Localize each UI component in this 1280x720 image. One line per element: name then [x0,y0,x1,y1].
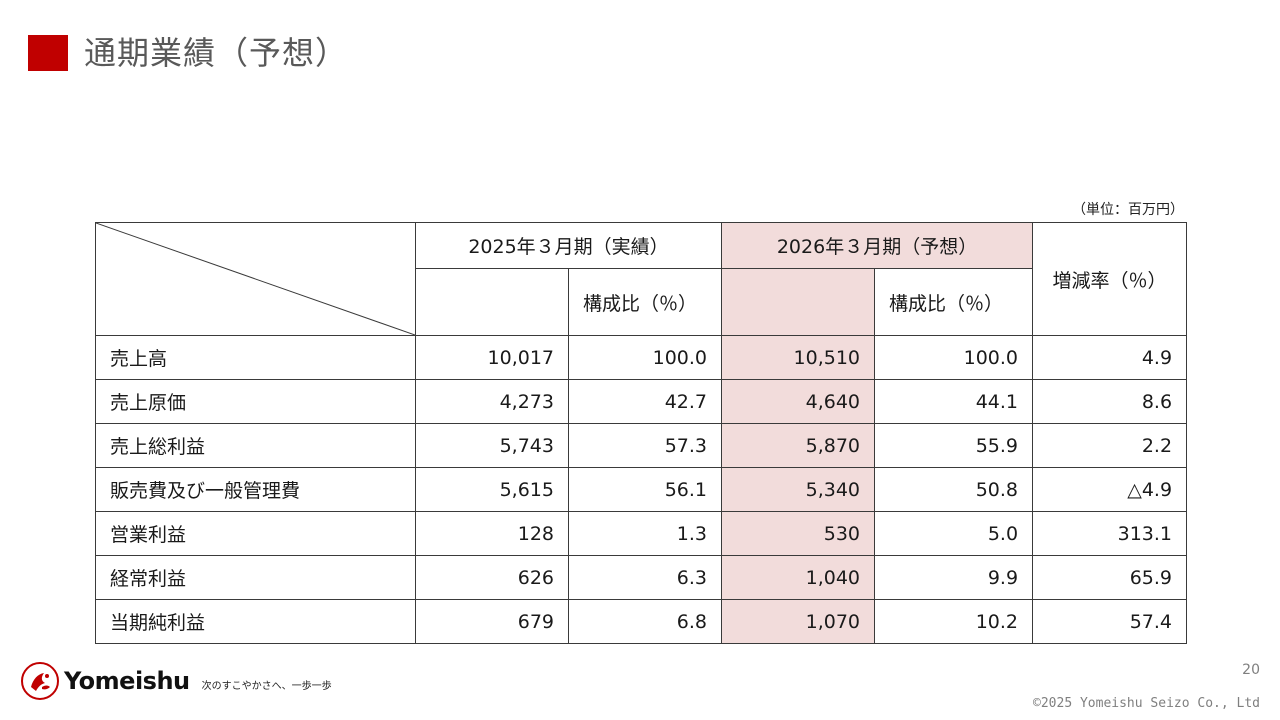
change-value: 8.6 [1032,379,1188,424]
table-row: 販売費及び一般管理費 5,615 56.1 5,340 50.8 △4.9 [95,467,1188,512]
header-change-rate: 増減率（％） [1032,222,1188,336]
ratio2026-value: 50.8 [874,467,1034,512]
change-value: 2.2 [1032,423,1188,468]
ratio2025-value: 56.1 [567,467,723,512]
ratio2025-value: 6.8 [567,599,723,644]
table-row: 売上総利益 5,743 57.3 5,870 55.9 2.2 [95,423,1188,468]
ratio2026-value: 9.9 [874,555,1034,600]
row-label: 営業利益 [95,511,416,556]
corner-cell [95,222,416,336]
financial-forecast-table: 2025年３月期（実績） 2026年３月期（予想） 増減率（％） 構成比（％） … [95,222,1188,644]
page-title: 通期業績（予想） [84,34,349,72]
table-row: 売上高 10,017 100.0 10,510 100.0 4.9 [95,335,1188,380]
ratio2025-value: 100.0 [567,335,723,380]
fy2026-value: 1,040 [721,555,876,600]
ratio2026-value: 10.2 [874,599,1034,644]
subheader-ratio-2025: 構成比（％） [567,268,723,336]
ratio2026-value: 55.9 [874,423,1034,468]
title-marker [28,35,68,71]
unit-note: （単位：百万円） [1072,202,1184,218]
ratio2025-value: 42.7 [567,379,723,424]
diagonal-line [96,223,415,335]
table-row: 営業利益 128 1.3 530 5.0 313.1 [95,511,1188,556]
row-label: 売上総利益 [95,423,416,468]
change-value: 57.4 [1032,599,1188,644]
ratio2026-value: 100.0 [874,335,1034,380]
row-label: 経常利益 [95,555,416,600]
table-row: 経常利益 626 6.3 1,040 9.9 65.9 [95,555,1188,600]
copyright-notice: ©2025 Yomeishu Seizo Co., Ltd [1033,696,1260,711]
row-label: 売上高 [95,335,416,380]
change-value: 65.9 [1032,555,1188,600]
ratio2026-value: 44.1 [874,379,1034,424]
company-logo: Yomeishu 次のすこやかさへ、一歩一歩 [20,660,332,702]
fy2026-value: 5,340 [721,467,876,512]
fy2025-value: 5,743 [415,423,569,468]
table-row: 売上原価 4,273 42.7 4,640 44.1 8.6 [95,379,1188,424]
logo-tagline: 次のすこやかさへ、一歩一歩 [201,680,332,692]
fy2025-value: 5,615 [415,467,569,512]
fy2026-value: 530 [721,511,876,556]
fy2026-value: 1,070 [721,599,876,644]
row-label: 売上原価 [95,379,416,424]
fy2026-value: 4,640 [721,379,876,424]
page-number: 20 [1242,662,1260,678]
header-fy2026: 2026年３月期（予想） [721,222,1034,269]
ratio2025-value: 1.3 [567,511,723,556]
change-value: △4.9 [1032,467,1188,512]
row-label: 販売費及び一般管理費 [95,467,416,512]
subheader-fy2025-amount [415,268,569,336]
table-row: 当期純利益 679 6.8 1,070 10.2 57.4 [95,599,1188,644]
logo-wordmark: Yomeishu [64,667,190,695]
fy2026-value: 10,510 [721,335,876,380]
header-row: 2025年３月期（実績） 2026年３月期（予想） 増減率（％） [95,222,1188,336]
header-fy2025: 2025年３月期（実績） [414,222,723,269]
ratio2025-value: 6.3 [567,555,723,600]
subheader-ratio-2026: 構成比（％） [874,268,1034,336]
change-value: 4.9 [1032,335,1188,380]
fy2025-value: 679 [415,599,569,644]
fy2026-value: 5,870 [721,423,876,468]
subheader-fy2026-amount [721,268,876,336]
change-value: 313.1 [1032,511,1188,556]
row-label: 当期純利益 [95,599,416,644]
ratio2026-value: 5.0 [874,511,1034,556]
fy2025-value: 128 [415,511,569,556]
fy2025-value: 626 [415,555,569,600]
fy2025-value: 4,273 [415,379,569,424]
fy2025-value: 10,017 [415,335,569,380]
emblem-icon [21,662,59,700]
ratio2025-value: 57.3 [567,423,723,468]
